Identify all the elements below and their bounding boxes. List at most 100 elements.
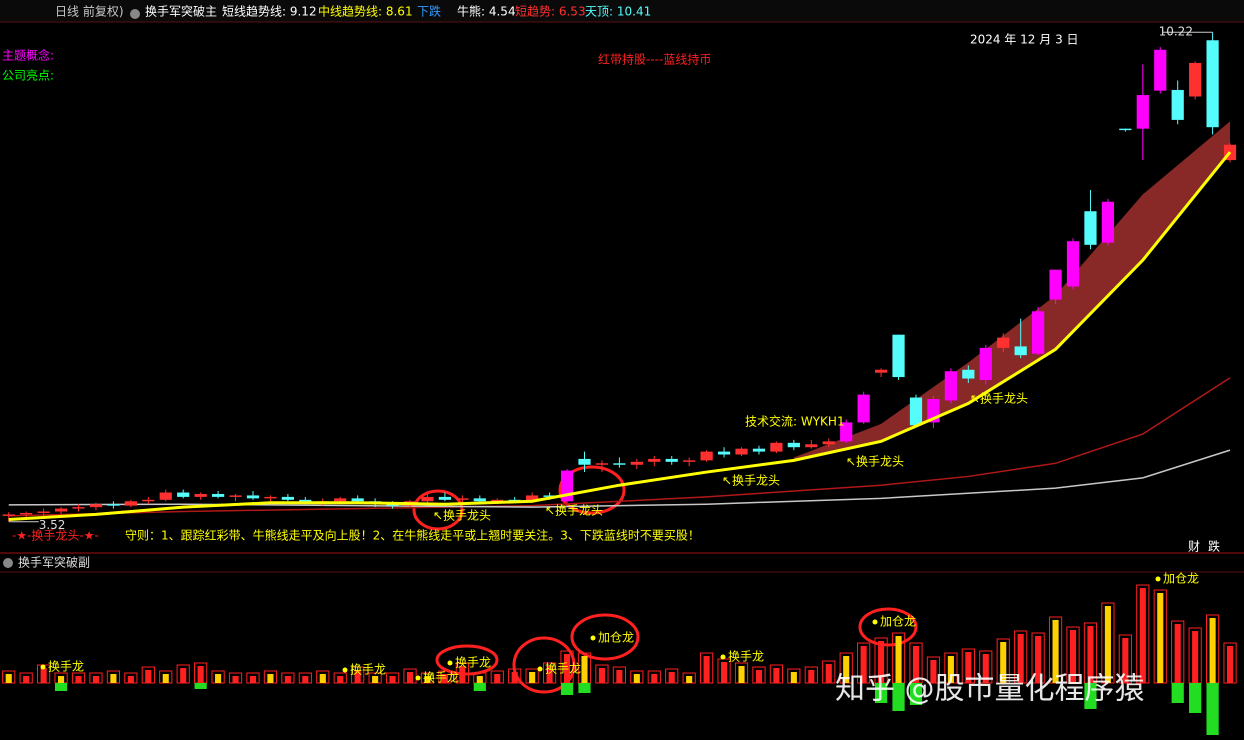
watermark: 知乎 @股市量化程序猿 [835, 672, 1145, 707]
bar-core [930, 660, 937, 683]
bar-core [319, 674, 326, 683]
bar-core [1139, 588, 1146, 683]
candle-body [281, 496, 294, 500]
annotation: 换手龙 [728, 650, 764, 664]
annotation: 换手龙 [545, 662, 581, 676]
annotation-dot [720, 654, 726, 660]
highlight-circle [512, 636, 576, 694]
annotation-dot [590, 635, 596, 641]
header-item: 短趋势: 6.53 [515, 5, 586, 19]
header-bar [0, 0, 1244, 22]
bar-core [633, 674, 640, 683]
bar-core [110, 674, 117, 683]
candle-body [1154, 49, 1167, 91]
annotation: 财 [1188, 540, 1200, 554]
candle-body [456, 498, 469, 500]
annotation-dot [342, 667, 348, 673]
candle-body [613, 463, 626, 465]
candle-body [473, 498, 486, 502]
candle-body [822, 441, 835, 445]
annotation: 换手龙 [455, 656, 491, 670]
annotation-dot [447, 660, 453, 666]
highlight-circle [570, 613, 640, 661]
candle-body [717, 451, 731, 455]
bar-core [1087, 626, 1094, 683]
highlight-circle [435, 644, 499, 676]
bar-core [494, 674, 501, 683]
bar [473, 683, 486, 691]
bar-core [1017, 634, 1024, 683]
bar-core [215, 674, 222, 683]
annotation: 换手龙 [350, 663, 386, 677]
bar-core [75, 676, 82, 683]
bar-core [284, 676, 291, 683]
header-item: 换手军突破主 [145, 4, 217, 19]
candle-body [840, 422, 853, 442]
annotation: 加仓龙 [598, 631, 634, 645]
bar-core [302, 676, 309, 683]
candle-body [770, 442, 783, 452]
bar-core [372, 676, 379, 683]
candle-body [194, 493, 207, 497]
main-icon[interactable] [130, 9, 140, 19]
candle-body [89, 504, 103, 508]
bar-core [58, 676, 65, 683]
candle-body [491, 499, 504, 502]
bar-core [1122, 638, 1129, 683]
bar [874, 683, 888, 703]
candle-body [944, 371, 957, 401]
candle-body [997, 337, 1010, 348]
bar-core [843, 656, 850, 683]
highlight-circle [412, 489, 464, 531]
highlight-circle [858, 607, 918, 647]
candle-body [54, 508, 68, 512]
candle-body [1066, 241, 1080, 287]
candle-body [874, 369, 888, 373]
candle-body [421, 496, 434, 502]
sub-icon[interactable] [3, 558, 13, 568]
bar-core [23, 676, 30, 683]
bar [560, 683, 574, 695]
candle-body [700, 451, 713, 461]
annotation: ↖换手龙头 [846, 455, 904, 469]
candle-body [683, 460, 696, 462]
bar-core [267, 674, 274, 683]
bar-core [511, 672, 518, 683]
bar [1189, 683, 1202, 713]
bar-core [476, 676, 483, 683]
annotation: 加仓龙 [1163, 572, 1199, 586]
bar-core [581, 656, 588, 683]
bar-core [755, 670, 763, 683]
annotation: ↖换手龙头 [545, 504, 603, 518]
candle-body [665, 458, 678, 462]
bar-core [616, 670, 623, 683]
bar-core [1157, 593, 1164, 683]
annotation-dot [415, 675, 421, 681]
bar-core [337, 676, 344, 683]
candle-body [1014, 346, 1027, 356]
bar-core [860, 646, 867, 683]
bar-core [1000, 642, 1007, 683]
candle-body [246, 495, 260, 499]
bar-core [249, 676, 257, 683]
candle-body [595, 463, 609, 465]
bar-core [686, 676, 693, 683]
bar-core [808, 670, 815, 683]
bar [578, 683, 591, 693]
bar-core [197, 666, 204, 683]
candle-body [909, 397, 923, 426]
bar-core [1069, 630, 1077, 683]
annotation-dot [537, 666, 543, 672]
highlight-circle [558, 465, 626, 515]
bar [1084, 683, 1097, 709]
candle-body [20, 512, 33, 515]
candle-body [1049, 269, 1062, 300]
annotation: 换手龙 [423, 671, 459, 685]
annotation: 2024 年 12 月 3 日 [970, 33, 1079, 47]
candle-body [857, 394, 870, 423]
candle-body [2, 514, 15, 516]
candle-body [159, 492, 172, 500]
bar [54, 683, 68, 691]
bar-core [1052, 620, 1059, 683]
